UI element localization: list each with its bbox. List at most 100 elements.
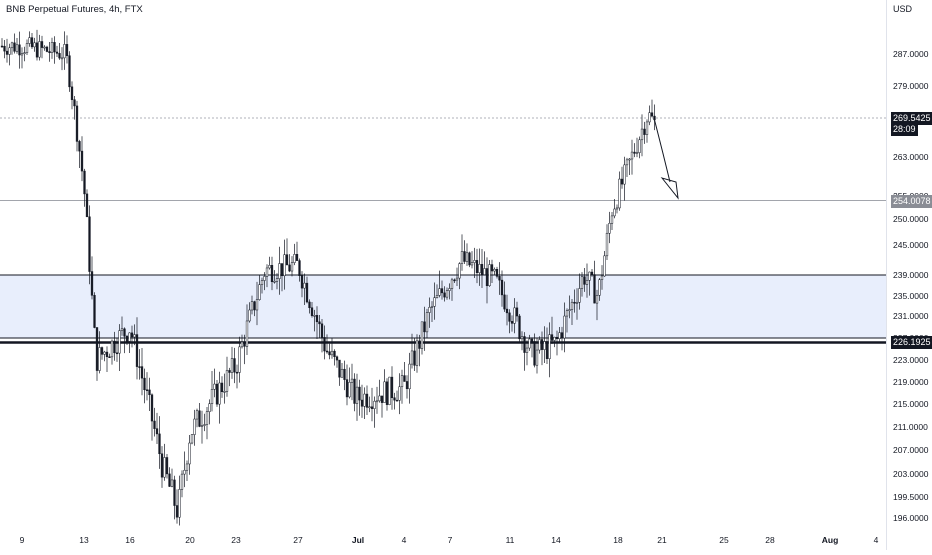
candle-body [535, 349, 539, 366]
price-tick-label: 199.5000 [893, 492, 929, 502]
candle-body [333, 350, 336, 358]
time-tick-label: 21 [657, 535, 667, 545]
candle-body [120, 328, 124, 331]
level-mid-tag: 254.0078 [891, 194, 932, 208]
candle-body [183, 469, 186, 475]
price-tick-label: 215.0000 [893, 399, 929, 409]
candle-body [250, 301, 254, 311]
candle-body [113, 340, 116, 354]
candle-body [628, 158, 631, 161]
candle-body [375, 400, 379, 403]
candle-body [238, 346, 241, 373]
candle-body [220, 382, 224, 392]
candle-body [358, 386, 361, 401]
candle-body [620, 178, 624, 185]
candle-body [635, 152, 639, 154]
candle-body [235, 371, 239, 374]
candle-body [643, 128, 646, 135]
candle-body [503, 294, 506, 310]
candle-body [378, 395, 381, 402]
candle-body [525, 347, 529, 353]
level-lines-layer [0, 117, 886, 344]
time-axis: 9 13 16 20 23 27 Jul 4 7 11 14 18 21 25 28 Aug 4 [20, 535, 879, 545]
price-tick-label: 245.0000 [893, 240, 929, 250]
candle-body [75, 105, 79, 142]
candle-body [70, 86, 74, 100]
price-axis-divider [886, 0, 887, 550]
candle-body [640, 128, 644, 141]
candle-body [248, 309, 251, 322]
candle-body [53, 42, 56, 53]
candle-body [140, 366, 144, 379]
candle-body [470, 262, 474, 266]
time-tick-label: 9 [20, 535, 25, 545]
time-tick-label: 18 [613, 535, 623, 545]
candle-body [138, 366, 141, 368]
candle-body [178, 489, 181, 518]
time-tick-label: Aug [822, 535, 839, 545]
price-tick-label: 263.0000 [893, 152, 929, 162]
candle-body [98, 347, 101, 371]
candle-body [393, 397, 396, 401]
candle-body [310, 307, 314, 316]
candle-body [403, 375, 406, 382]
time-tick-label: 27 [293, 535, 303, 545]
candle-body [365, 393, 369, 408]
candle-body [203, 424, 206, 426]
time-tick-label: 14 [551, 535, 561, 545]
candle-body [43, 46, 46, 49]
candle-body [103, 351, 106, 355]
candle-body [223, 391, 226, 393]
symbol-title: BNB Perpetual Futures, 4h, FTX [6, 4, 143, 15]
price-tick-label: 211.0000 [893, 422, 928, 432]
candles-layer [0, 29, 656, 526]
candle-body [165, 457, 169, 475]
candle-body [623, 164, 626, 185]
candle-body [160, 453, 164, 478]
candle-body [455, 277, 459, 281]
candle-body [243, 341, 246, 347]
candle-body [608, 223, 611, 234]
candle-body [475, 260, 479, 273]
candle-body [328, 351, 331, 356]
candle-body [540, 339, 544, 350]
candle-body [400, 375, 404, 388]
candle-body [320, 323, 324, 338]
candle-body [280, 263, 284, 277]
candle-body [373, 400, 376, 409]
candle-body [590, 271, 594, 275]
price-tick-label: 250.0000 [893, 214, 929, 224]
demand-zone-layer [0, 274, 886, 339]
candle-body [273, 281, 276, 283]
candle-body [410, 350, 414, 365]
candle-body [143, 377, 146, 390]
candle-body [225, 370, 229, 392]
arrow-annotation-layer [653, 117, 679, 200]
candle-body [85, 193, 89, 218]
candle-body [490, 264, 494, 272]
candle-body [315, 315, 319, 323]
candle-body [313, 315, 316, 317]
candle-body [188, 442, 191, 465]
candle-body [218, 382, 221, 405]
candle-body [265, 267, 269, 277]
candle-body [593, 274, 596, 304]
candle-body [513, 307, 516, 324]
candle-body [275, 278, 279, 282]
candle-body [323, 337, 326, 352]
candle-body [395, 399, 399, 402]
price-tick-label: 223.0000 [893, 355, 929, 365]
currency-label[interactable]: USD [893, 4, 913, 14]
candle-body [155, 428, 159, 435]
candle-body [108, 356, 111, 358]
candle-body [285, 254, 289, 266]
candle-body [460, 251, 464, 264]
candle-body [573, 301, 576, 304]
candle-body [215, 383, 219, 405]
candle-body [550, 334, 554, 341]
candle-body [35, 42, 39, 58]
candle-body [580, 276, 584, 289]
candle-body [568, 309, 571, 311]
